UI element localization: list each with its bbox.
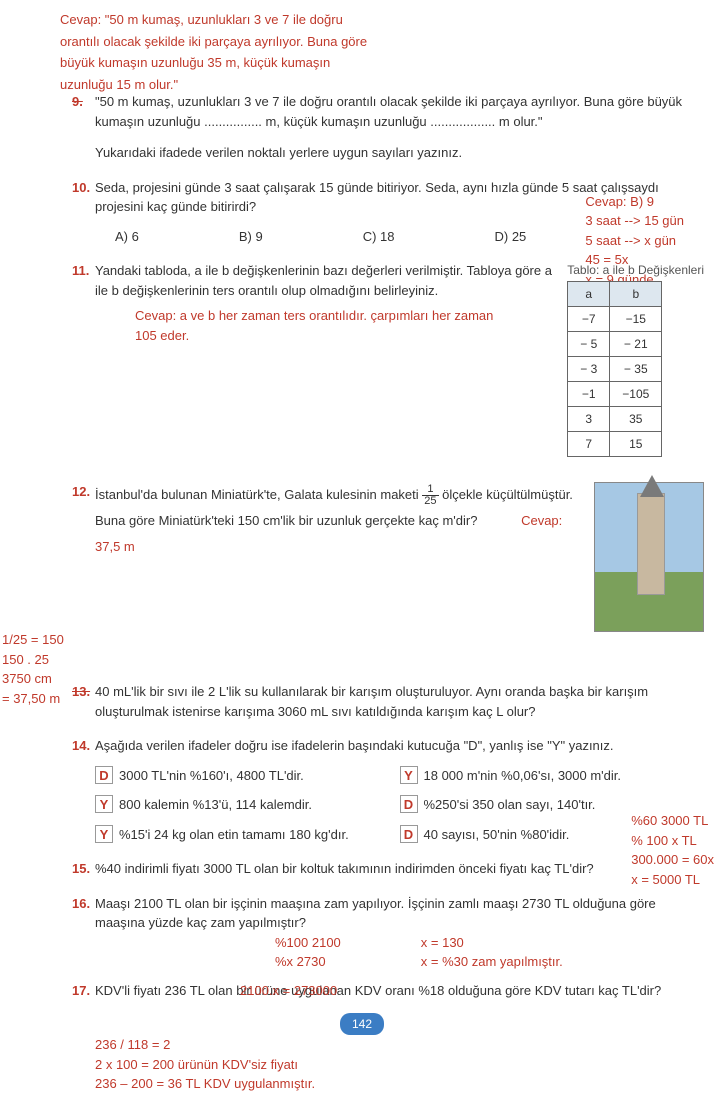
option-b: B) 9 [239,227,263,247]
answer-q11: Cevap: a ve b her zaman ters orantılıdır… [135,306,495,345]
q-text: KDV'li fiyatı 236 TL olan bir ürüne uygu… [95,983,661,998]
answer-q17: 236 / 118 = 2 2 x 100 = 200 ürünün KDV's… [95,1035,704,1094]
option-d: D) 25 [494,227,526,247]
ans-line: 3 saat --> 15 gün [585,211,684,231]
page-number: 142 [340,1013,384,1035]
page-footer: 142 [20,1013,704,1035]
answer-q15: %60 3000 TL % 100 x TL 300.000 = 60x x =… [631,811,714,889]
tf-row: Y %15'i 24 kg olan etin tamamı 180 kg'dır… [95,825,704,845]
q-number: 11. [72,261,89,281]
ans-line: %100 2100 [275,933,341,953]
question-10: 10. Seda, projesini günde 3 saat çalışar… [20,178,704,247]
q-text: "50 m kumaş, uzunlukları 3 ve 7 ile doğr… [95,94,682,129]
ans-line: %x 2730 [275,952,341,972]
tf-text: %250'si 350 olan sayı, 140'tır. [424,797,596,812]
q-text: Yandaki tabloda, a ile b değişkenlerinin… [95,263,552,298]
q-text: 40 mL'lik bir sıvı ile 2 L'lik su kullan… [95,684,648,719]
cell: − 35 [610,357,662,382]
table-caption: Tablo: a ile b Değişkenleri [567,261,704,279]
answer-block-q9: Cevap: "50 m kumaş, uzunlukları 3 ve 7 i… [60,10,704,94]
cell: − 5 [568,332,610,357]
q-text: Aşağıda verilen ifadeler doğru ise ifade… [95,738,614,753]
question-12: 12. İstanbul'da bulunan Miniatürk'te, Ga… [20,482,704,632]
overlap-calc: 2100.x = 273000 [240,981,337,1001]
ans-line: 2 x 100 = 200 ürünün KDV'siz fiyatı [95,1055,704,1075]
ans-line: x = 5000 TL [631,870,714,890]
frac-den: 25 [422,496,438,507]
cell: 3 [568,407,610,432]
tf-box: Y [95,795,113,813]
question-14: 14. Aşağıda verilen ifadeler doğru ise i… [20,736,704,844]
ans-line: x = 130 [421,933,563,953]
q-number: 16. [72,894,90,914]
cell: − 21 [610,332,662,357]
tf-text: %15'i 24 kg olan etin tamamı 180 kg'dır. [119,827,349,842]
ans-line: x = %30 zam yapılmıştır. [421,952,563,972]
ans-line: orantılı olacak şekilde iki parçaya ayrı… [60,32,704,52]
q-text-p1: İstanbul'da bulunan Miniatürk'te, Galata… [95,487,422,502]
tf-box: D [95,766,113,784]
tf-box: Y [95,825,113,843]
q-number: 12. [72,482,90,502]
fraction: 125 [422,484,438,507]
tf-box: D [400,795,418,813]
q-text: %40 indirimli fiyatı 3000 TL olan bir ko… [95,861,594,876]
tf-box: Y [400,766,418,784]
cell: − 3 [568,357,610,382]
option-c: C) 18 [363,227,395,247]
ans-line: Cevap: B) 9 [585,192,684,212]
ans-line: büyük kumaşın uzunluğu 35 m, küçük kumaş… [60,53,704,73]
tf-text: 3000 TL'nin %160'ı, 4800 TL'dir. [119,768,304,783]
tf-row: Y 800 kalemin %13'ü, 114 kalemdir. D %250'… [95,795,704,815]
galata-tower-image [594,482,704,632]
ans-line: %60 3000 TL [631,811,714,831]
tf-text: 800 kalemin %13'ü, 114 kalemdir. [119,797,312,812]
tf-box: D [400,825,418,843]
cell: −1 [568,382,610,407]
question-13: 13. 40 mL'lik bir sıvı ile 2 L'lik su ku… [20,682,704,721]
q-number: 13. [72,682,90,702]
tf-text: 40 sayısı, 50'nin %80'idir. [424,827,570,842]
ans-line: 5 saat --> x gün [585,231,684,251]
cell: −15 [610,307,662,332]
cell: 15 [610,432,662,457]
ans-line: 236 – 200 = 36 TL KDV uygulanmıştır. [95,1074,704,1094]
cell: −105 [610,382,662,407]
cell: 7 [568,432,610,457]
q-number: 9. [72,92,83,112]
answer-q16: %100 2100 %x 2730 x = 130 x = %30 zam ya… [275,933,704,972]
question-17: 17. KDV'li fiyatı 236 TL olan bir ürüne … [20,981,704,1001]
calc-line: 150 . 25 [2,652,49,667]
q-number: 17. [72,981,90,1001]
ans-line: Cevap: "50 m kumaş, uzunlukları 3 ve 7 i… [60,10,704,30]
q-text: Maaşı 2100 TL olan bir işçinin maaşına z… [95,896,656,931]
ans-line: 236 / 118 = 2 [95,1035,704,1055]
calc-line: 1/25 = 150 [2,630,64,650]
question-16: 16. Maaşı 2100 TL olan bir işçinin maaşı… [20,894,704,972]
tf-text: 18 000 m'nin %0,06'sı, 3000 m'dir. [424,768,622,783]
question-9: 9. "50 m kumaş, uzunlukları 3 ve 7 ile d… [20,92,704,163]
th-a: a [568,282,610,307]
q-text: Seda, projesini günde 3 saat çalışarak 1… [95,180,659,215]
cell: −7 [568,307,610,332]
table-block: Tablo: a ile b Değişkenleri ab −7−15 − 5… [567,261,704,457]
cell: 35 [610,407,662,432]
tf-row: D 3000 TL'nin %160'ı, 4800 TL'dir. Y 18 00… [95,766,704,786]
option-a: A) 6 [115,227,139,247]
ans-line: 300.000 = 60x [631,850,714,870]
question-15: 15. %40 indirimli fiyatı 3000 TL olan bi… [20,859,704,879]
data-table: ab −7−15 − 5− 21 − 3− 35 −1−105 335 715 [567,281,662,457]
ans-line: % 100 x TL [631,831,714,851]
th-b: b [610,282,662,307]
q-subtext: Yukarıdaki ifadede verilen noktalı yerle… [95,143,704,163]
q-number: 10. [72,178,90,198]
q-number: 14. [72,736,90,756]
q-number: 15. [72,859,90,879]
question-11: 11. Yandaki tabloda, a ile b değişkenler… [20,261,704,457]
